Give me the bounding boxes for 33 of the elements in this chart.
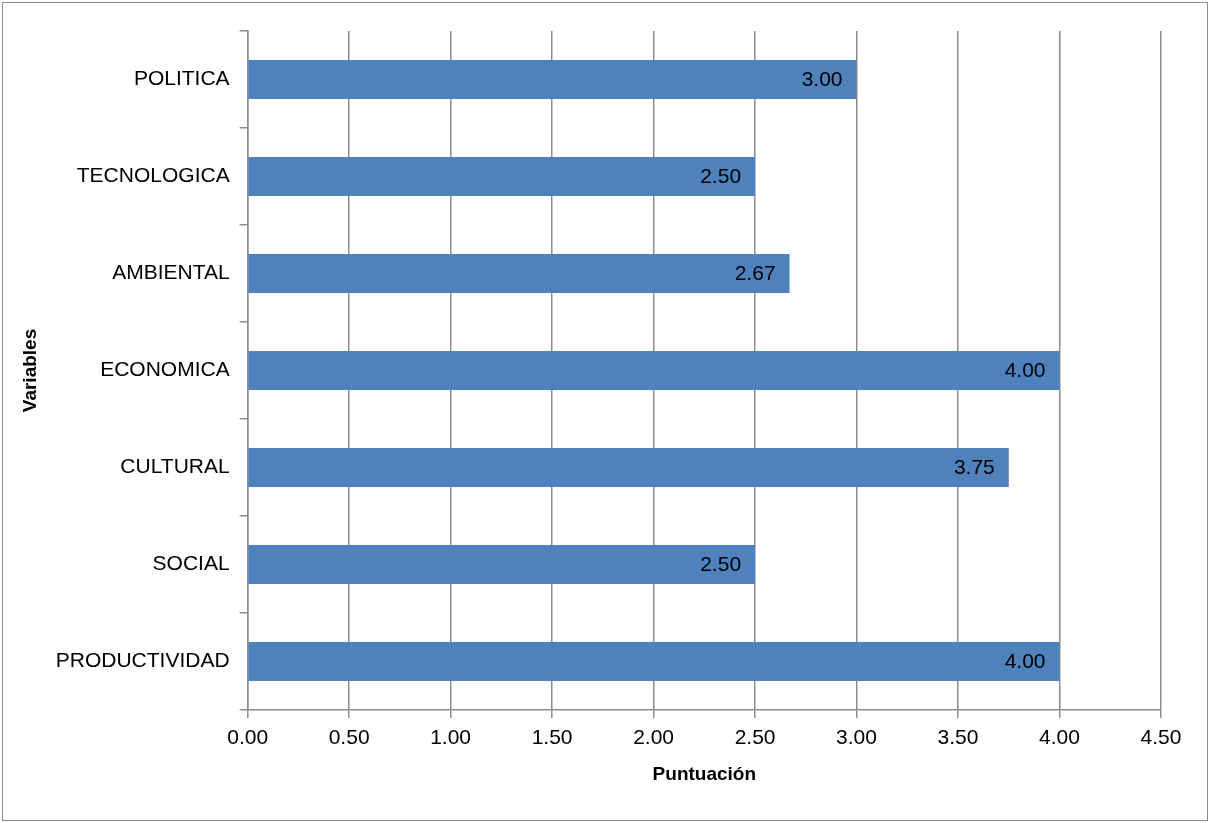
- x-tick-label: 3.50: [937, 725, 979, 749]
- data-label: 4.00: [1004, 358, 1046, 382]
- x-tick-label: 4.50: [1140, 725, 1182, 749]
- data-label: 4.00: [1004, 649, 1046, 673]
- bar: [248, 545, 756, 584]
- y-tick-label: POLITICA: [133, 66, 230, 90]
- x-tick-label: 1.00: [430, 725, 472, 749]
- bar: [248, 642, 1060, 681]
- data-label: 3.00: [801, 67, 843, 91]
- y-tick-label: AMBIENTAL: [112, 260, 230, 284]
- bar: [248, 157, 756, 196]
- data-label: 2.50: [700, 164, 742, 188]
- y-tick-label: TECNOLOGICA: [76, 163, 230, 187]
- x-axis-title: Puntuación: [652, 762, 757, 784]
- x-tick-label: 3.00: [836, 725, 877, 749]
- y-axis-title: Variables: [18, 328, 40, 413]
- y-tick-label: SOCIAL: [152, 551, 230, 575]
- x-tick-label: 2.00: [633, 725, 675, 749]
- bar: [248, 60, 857, 99]
- bar: [248, 351, 1060, 390]
- y-tick-label: ECONOMICA: [100, 357, 230, 381]
- data-label: 2.67: [734, 261, 776, 285]
- x-tick-label: 2.50: [734, 725, 776, 749]
- y-tick-label: PRODUCTIVIDAD: [55, 648, 230, 672]
- x-tick-label: 0.00: [227, 725, 269, 749]
- bar: [248, 448, 1009, 487]
- y-tick-label: CULTURAL: [120, 454, 230, 478]
- x-tick-label: 0.50: [328, 725, 370, 749]
- bar: [248, 254, 790, 293]
- x-tick-label: 1.50: [531, 725, 573, 749]
- data-label: 2.50: [700, 552, 742, 576]
- x-tick-label: 4.00: [1039, 725, 1080, 749]
- data-label: 3.75: [953, 455, 995, 479]
